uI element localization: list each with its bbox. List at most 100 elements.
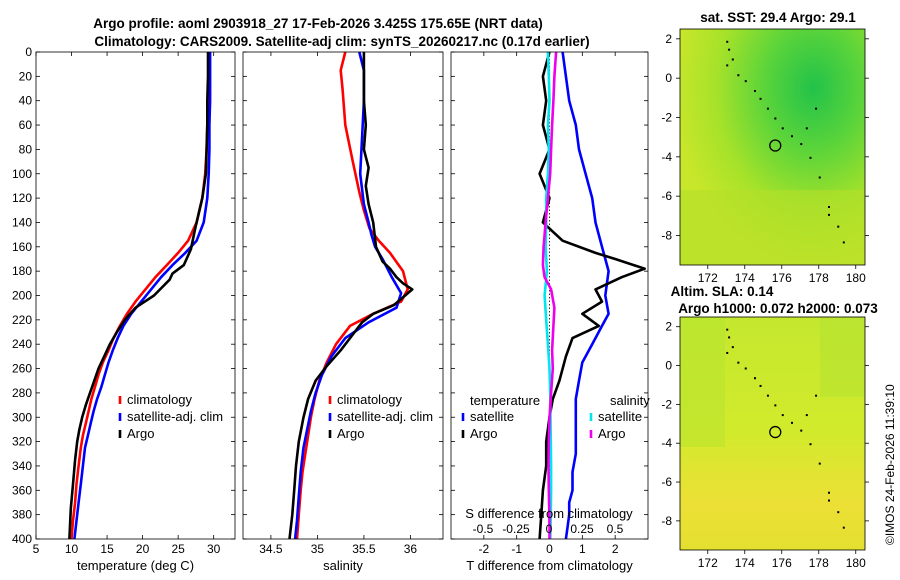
island-speck — [828, 206, 830, 208]
map-y-tick-label: -6 — [661, 475, 672, 489]
sst-map-islands — [726, 40, 845, 244]
series-line-s-satellite — [543, 51, 553, 540]
series-line-satellite — [73, 52, 212, 540]
island-speck — [774, 117, 777, 120]
island-speck — [800, 429, 803, 432]
secondary-tick-label: -0.25 — [502, 522, 530, 536]
island-speck — [766, 107, 769, 110]
island-speck — [731, 346, 734, 349]
sla-map-frame — [679, 316, 866, 551]
map-x-tick-label: 180 — [846, 556, 866, 570]
island-speck — [744, 367, 747, 370]
island-speck — [791, 135, 793, 138]
island-speck — [837, 225, 840, 228]
y-tick-label: 20 — [19, 69, 33, 83]
x-axis-label: temperature (deg C) — [77, 558, 194, 573]
island-speck — [774, 404, 777, 407]
island-speck — [809, 443, 812, 446]
map-y-tick-label: -8 — [661, 229, 672, 243]
island-speck — [818, 462, 821, 465]
y-tick-label: 340 — [12, 459, 32, 473]
map-x-tick-label: 178 — [809, 556, 829, 570]
legend-label: climatology — [337, 392, 403, 407]
island-speck — [726, 64, 729, 67]
map-y-tick-label: -6 — [661, 189, 672, 203]
x-tick-label: 35 — [311, 542, 325, 556]
y-tick-label: 100 — [12, 167, 32, 181]
island-speck — [815, 107, 818, 110]
plot-frame — [242, 51, 444, 540]
legend-label: satellite — [598, 409, 642, 424]
series-line-climatology — [295, 51, 409, 540]
y-tick-label: 380 — [12, 508, 32, 522]
y-tick-label: 40 — [19, 94, 33, 108]
map-x-tick-label: 176 — [772, 271, 792, 285]
map-y-tick-label: -2 — [661, 397, 672, 411]
x-axis-label: salinity — [323, 558, 363, 573]
y-tick-label: 80 — [19, 142, 33, 156]
x-tick-label: 36 — [404, 542, 418, 556]
x-tick-label: 34.5 — [259, 542, 283, 556]
y-tick-label: 260 — [12, 362, 32, 376]
secondary-tick-label: 0.25 — [570, 522, 594, 536]
legend-title-salinity: salinity — [610, 393, 650, 408]
series-line-satellite — [293, 51, 403, 540]
series-line-t-satellite — [561, 51, 610, 540]
island-speck — [754, 89, 756, 92]
y-tick-label: 300 — [12, 410, 32, 424]
sst-map-frame — [679, 28, 866, 266]
map-x-tick-label: 174 — [735, 556, 755, 570]
sla-map-field-east — [820, 317, 865, 397]
secondary-axis-label: S difference from climatology — [465, 506, 633, 521]
sla-map-field-west — [680, 317, 725, 447]
profile-panels: 0204060801001201401601802002202402602803… — [12, 45, 650, 573]
x-tick-label: 35.5 — [352, 542, 376, 556]
island-speck — [842, 241, 845, 244]
island-speck — [766, 394, 769, 397]
island-speck — [781, 127, 784, 130]
panel-difference-from-climatology: -2 -1 0 1 2 T difference from climatology temp… — [450, 51, 650, 573]
x-tick-label: 5 — [33, 542, 40, 556]
sla-map-islands — [726, 328, 845, 529]
island-speck — [791, 421, 793, 424]
x-tick-label: 0 — [546, 542, 553, 556]
imos-credit: ©IMOS 24-Feb-2026 11:39:10 — [883, 384, 897, 545]
legend-label: Argo — [598, 426, 625, 441]
map-x-tick-label: 172 — [698, 271, 718, 285]
map-x-tick-label: 176 — [772, 556, 792, 570]
secondary-tick-label: 0.5 — [607, 522, 624, 536]
map-x-tick-label: 180 — [846, 271, 866, 285]
x-tick-label: -1 — [511, 542, 522, 556]
secondary-tick-label: 0 — [546, 522, 553, 536]
x-tick-label: 1 — [579, 542, 586, 556]
island-speck — [815, 394, 818, 397]
map-y-tick-label: 0 — [665, 359, 672, 373]
island-speck — [837, 511, 840, 514]
legend-label: Argo — [470, 426, 497, 441]
x-tick-label: 20 — [136, 542, 150, 556]
legend-label: climatology — [127, 392, 193, 407]
island-speck — [728, 48, 731, 51]
map-x-tick-label: 172 — [698, 556, 718, 570]
legend-title-temperature: temperature — [470, 393, 540, 408]
series-line-t-argo — [538, 51, 646, 540]
map-y-tick-label: 2 — [665, 32, 672, 46]
island-speck — [805, 127, 808, 130]
legend-label: satellite — [470, 409, 514, 424]
legend-label: satellite-adj. clim — [127, 409, 223, 424]
island-speck — [726, 351, 729, 354]
map-y-tick-label: 0 — [665, 71, 672, 85]
x-tick-label: 30 — [207, 542, 221, 556]
island-speck — [800, 143, 803, 146]
sla-map-title-line1: Altim. SLA: 0.14 — [671, 284, 774, 299]
y-tick-label: 120 — [12, 191, 32, 205]
island-speck — [842, 526, 845, 529]
secondary-tick-label: -0.5 — [473, 522, 494, 536]
sla-map-title-line2: Argo h1000: 0.072 h2000: 0.073 — [678, 301, 878, 316]
island-speck — [818, 176, 821, 179]
island-speck — [828, 213, 830, 216]
island-speck — [759, 97, 762, 100]
panel-temperature: 0 20 40 60 80 100 120 140 160 180 200 220 240 260 280 3… — [12, 45, 236, 573]
legend-label: Argo — [127, 426, 154, 441]
